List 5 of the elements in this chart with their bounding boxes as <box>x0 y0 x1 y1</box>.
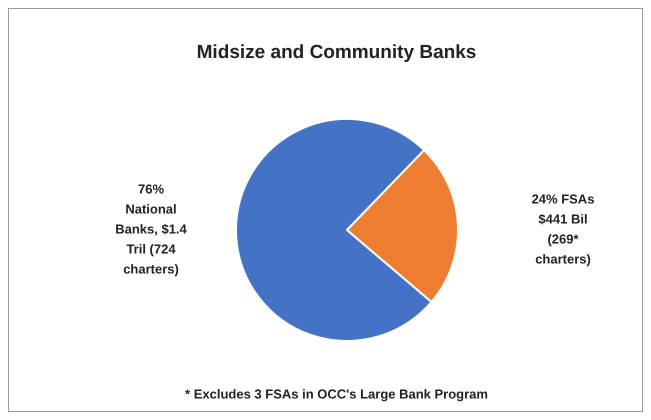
text: * Excludes 3 FSAs in OCC's Large Bank Program <box>185 386 488 402</box>
data-label: 76% <box>138 182 164 197</box>
slice-label: 24% FSAs $441 Bil (269* charters) <box>532 192 594 267</box>
chart-title: Midsize and Community Banks <box>196 42 476 64</box>
slice-label: National Banks, $1.4 Tril (724 charters) <box>115 202 188 277</box>
